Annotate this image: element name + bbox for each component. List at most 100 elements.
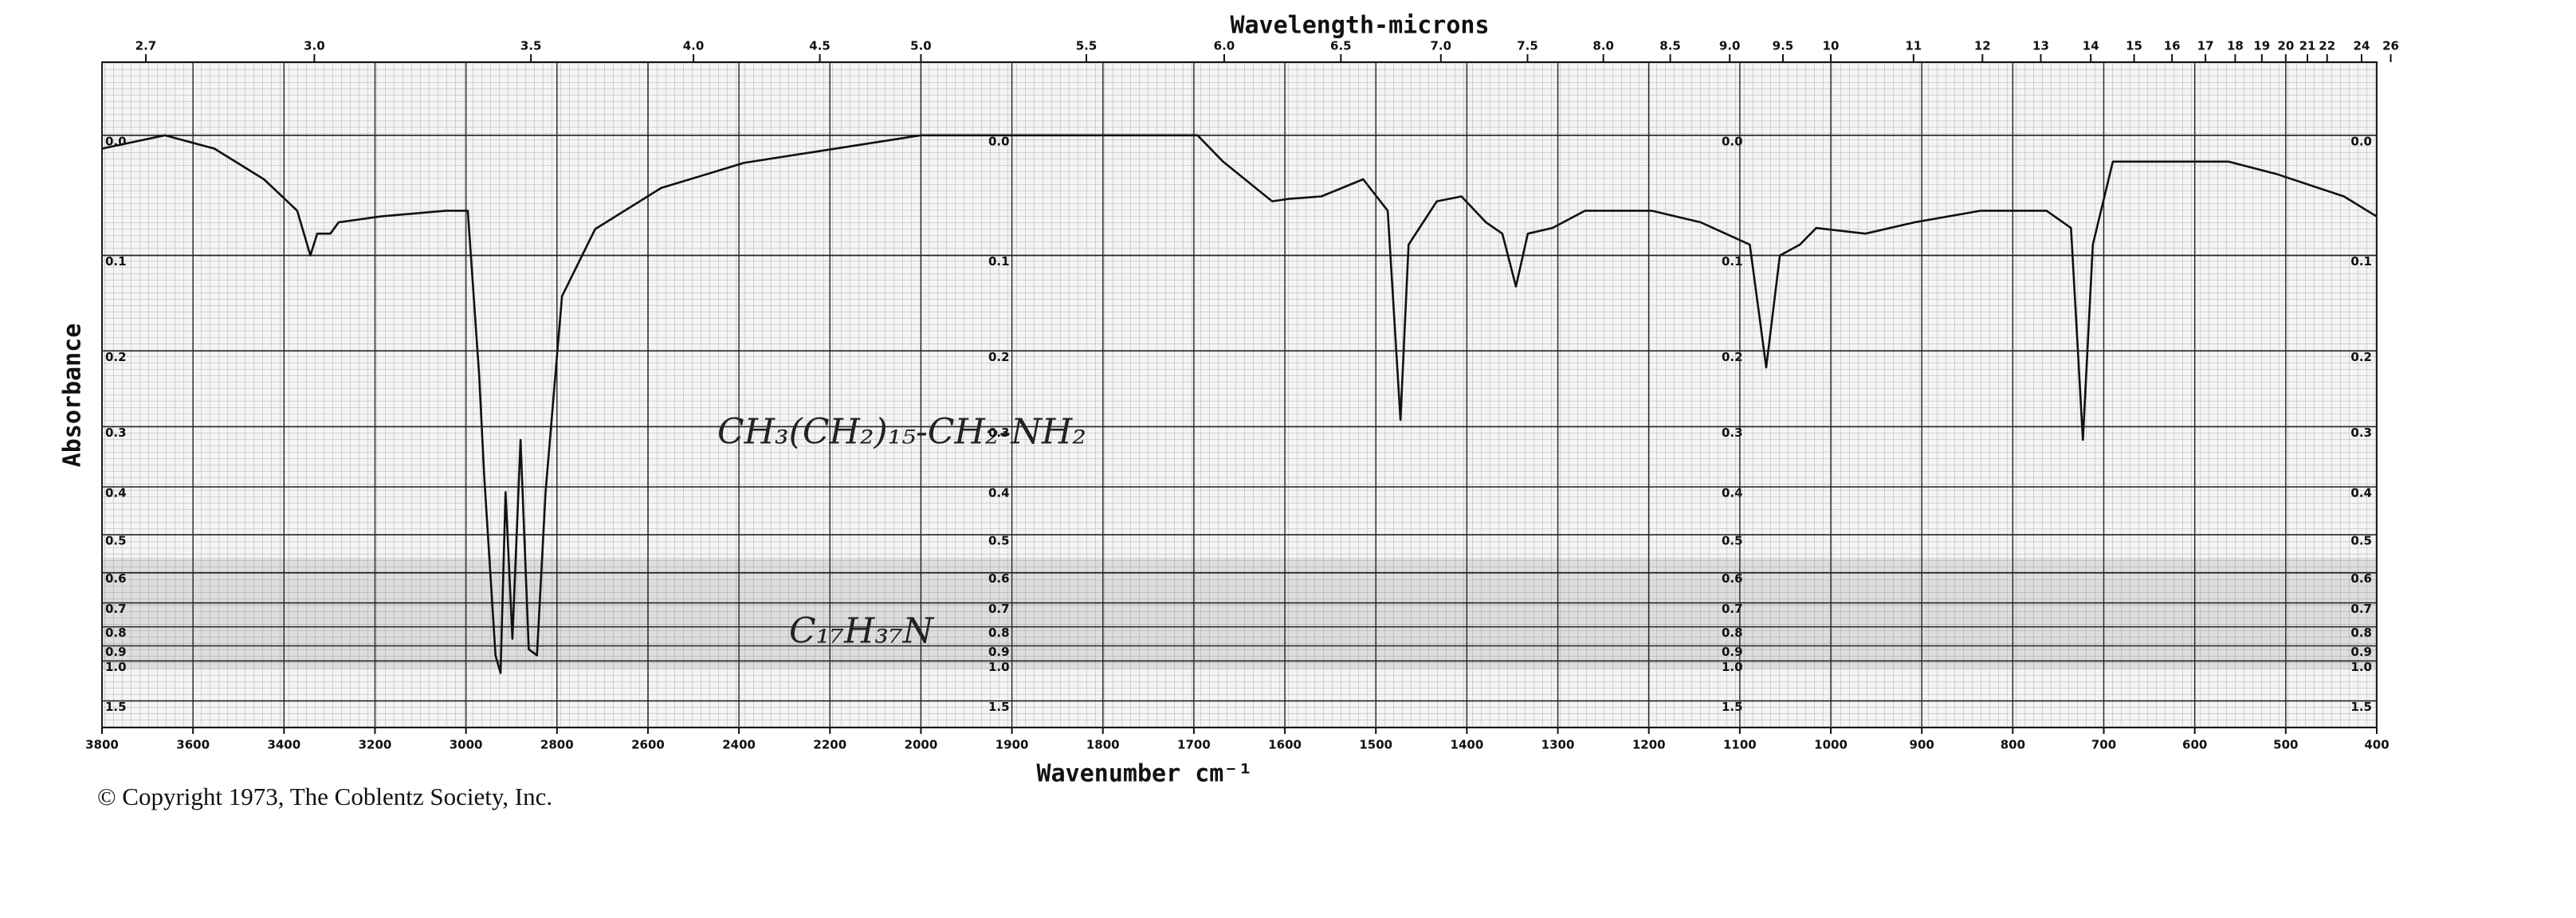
- y-tick-label: 0.7: [2350, 602, 2372, 616]
- x-tick-label: 3000: [450, 738, 483, 752]
- x2-tick-label: 6.5: [1330, 39, 1352, 53]
- x2-tick-label: 24: [2354, 39, 2370, 53]
- x2-tick-label: 5.5: [1076, 39, 1098, 53]
- spectrum-line: [101, 134, 2378, 674]
- y-tick-label: 1.5: [105, 700, 127, 714]
- x-tick-label: 700: [2091, 738, 2116, 752]
- x2-tick-label: 3.5: [520, 39, 542, 53]
- y-tick-label: 1.0: [2350, 660, 2372, 674]
- y-tick-label: 0.2: [1722, 350, 1743, 364]
- x2-tick-label: 21: [2299, 39, 2316, 53]
- x-tick-label: 3200: [359, 738, 392, 752]
- y-tick-label: 0.3: [2350, 426, 2372, 440]
- x2-tick-label: 13: [2032, 39, 2049, 53]
- y-tick-label: 0.9: [988, 645, 1010, 659]
- x-tick-label: 1300: [1541, 738, 1575, 752]
- y-tick-label: 0.8: [2350, 626, 2372, 640]
- y-tick-label: 1.0: [1722, 660, 1743, 674]
- x2-tick-label: 22: [2319, 39, 2335, 53]
- x2-tick-label: 19: [2253, 39, 2270, 53]
- y-axis-title: Absorbance: [59, 324, 87, 468]
- y-tick-label: 0.4: [105, 485, 127, 500]
- y-tick-label: 0.1: [1722, 254, 1743, 269]
- x2-tick-label: 4.0: [683, 39, 705, 53]
- x-tick-label: 1900: [995, 738, 1029, 752]
- x-tick-label: 400: [2364, 738, 2389, 752]
- y-tick-label: 0.3: [105, 426, 127, 440]
- y-tick-label: 0.7: [1722, 602, 1743, 616]
- x-tick-label: 500: [2273, 738, 2298, 752]
- x-tick-label: 1700: [1177, 738, 1211, 752]
- x-axis-title: Wavenumber cm⁻¹: [1037, 760, 1253, 788]
- y-tick-label: 0.0: [2350, 134, 2372, 148]
- y-tick-label: 0.1: [105, 254, 127, 269]
- x-tick-label: 600: [2182, 738, 2207, 752]
- x2-tick-label: 9.0: [1719, 39, 1741, 53]
- x-tick-label: 2400: [722, 738, 756, 752]
- y-tick-label: 0.6: [1722, 571, 1743, 586]
- y-tick-label: 0.9: [1722, 645, 1743, 659]
- y-tick-label: 0.1: [2350, 254, 2372, 269]
- y-tick-label: 0.6: [988, 571, 1010, 586]
- x-tick-label: 3600: [176, 738, 210, 752]
- y-tick-label: 0.6: [2350, 571, 2372, 586]
- x-tick-label: 2000: [905, 738, 938, 752]
- y-tick-label: 0.1: [988, 254, 1010, 269]
- x2-tick-label: 16: [2164, 39, 2181, 53]
- x2-tick-label: 10: [1823, 39, 1840, 53]
- y-tick-label: 0.3: [1722, 426, 1743, 440]
- y-tick-label: 1.0: [105, 660, 127, 674]
- x-tick-label: 2800: [540, 738, 574, 752]
- y-tick-label: 1.0: [988, 660, 1010, 674]
- y-tick-label: 0.8: [988, 626, 1010, 640]
- x2-tick-label: 18: [2227, 39, 2244, 53]
- x2-tick-label: 3.0: [304, 39, 325, 53]
- x-tick-label: 3400: [267, 738, 300, 752]
- x2-tick-label: 11: [1905, 39, 1922, 53]
- x-tick-label: 800: [2001, 738, 2025, 752]
- x2-tick-label: 15: [2126, 39, 2142, 53]
- x2-tick-label: 7.5: [1517, 39, 1538, 53]
- y-tick-label: 0.9: [105, 645, 127, 659]
- y-tick-label: 0.7: [105, 602, 127, 616]
- x-tick-label: 1100: [1723, 738, 1757, 752]
- x2-tick-label: 14: [2083, 39, 2099, 53]
- x2-tick-label: 17: [2197, 39, 2214, 53]
- y-tick-label: 0.2: [105, 350, 127, 364]
- x-tick-label: 1500: [1359, 738, 1392, 752]
- y-tick-label: 0.4: [1722, 485, 1743, 500]
- x2-tick-label: 26: [2382, 39, 2399, 53]
- y-tick-label: 0.5: [988, 534, 1010, 548]
- x-tick-label: 2600: [631, 738, 665, 752]
- x2-tick-label: 7.0: [1430, 39, 1451, 53]
- y-tick-label: 0.0: [988, 134, 1010, 148]
- x-tick-label: 1000: [1814, 738, 1848, 752]
- x2-tick-label: 12: [1974, 39, 1991, 53]
- x2-tick-label: 4.5: [809, 39, 831, 53]
- y-tick-label: 0.2: [988, 350, 1010, 364]
- x2-tick-label: 8.5: [1659, 39, 1681, 53]
- x-tick-label: 1200: [1632, 738, 1666, 752]
- y-tick-label: 0.4: [988, 485, 1010, 500]
- y-tick-label: 1.5: [2350, 700, 2372, 714]
- x-tick-label: 900: [1910, 738, 1934, 752]
- y-tick-label: 0.6: [105, 571, 127, 586]
- y-tick-label: 1.5: [988, 700, 1010, 714]
- y-tick-label: 0.8: [105, 626, 127, 640]
- y-tick-label: 0.3: [988, 426, 1010, 440]
- y-tick-label: 0.2: [2350, 350, 2372, 364]
- x-tick-label: 1400: [1451, 738, 1484, 752]
- y-tick-label: 0.5: [105, 534, 127, 548]
- x2-tick-label: 8.0: [1592, 39, 1614, 53]
- y-tick-label: 0.4: [2350, 485, 2372, 500]
- x2-tick-label: 5.0: [910, 39, 932, 53]
- y-tick-label: 0.5: [1722, 534, 1743, 548]
- y-tick-label: 1.5: [1722, 700, 1743, 714]
- x2-tick-label: 2.7: [135, 39, 157, 53]
- copyright: © Copyright 1973, The Coblentz Society, …: [97, 783, 552, 810]
- x2-tick-label: 6.0: [1214, 39, 1235, 53]
- x-tick-label: 1800: [1086, 738, 1120, 752]
- y-tick-label: 0.0: [1722, 134, 1743, 148]
- x-tick-label: 3800: [85, 738, 119, 752]
